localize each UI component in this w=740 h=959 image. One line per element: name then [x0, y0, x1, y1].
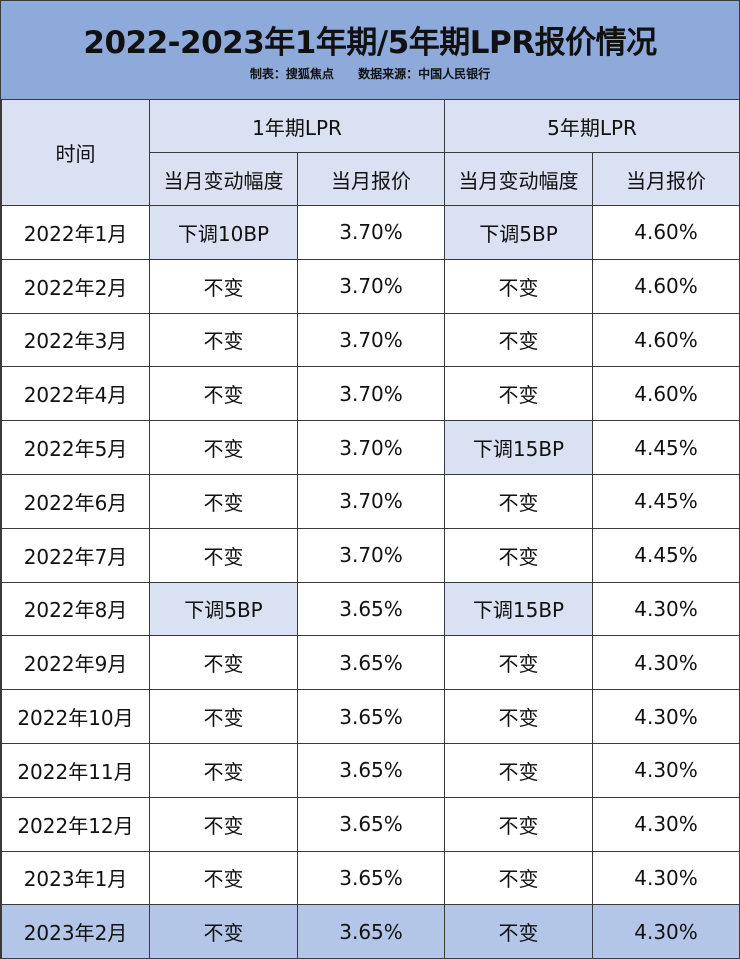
- five-year-change-cell: 下调15BP: [444, 420, 594, 475]
- one-year-price-header: 当月报价: [296, 152, 446, 206]
- five-year-change-cell: 不变: [444, 527, 594, 583]
- month-cell: 2022年6月: [1, 473, 150, 529]
- month-cell: 2022年2月: [1, 258, 150, 314]
- five-year-change-cell: 不变: [444, 258, 594, 314]
- five-year-price-cell: 4.30%: [592, 904, 740, 959]
- month-cell: 2023年2月: [1, 904, 150, 959]
- credits-line: 制表：搜狐焦点 数据来源：中国人民银行: [1, 65, 739, 82]
- month-cell: 2023年1月: [1, 850, 150, 906]
- five-year-change-header: 当月变动幅度: [444, 152, 594, 206]
- month-cell: 2022年5月: [1, 420, 150, 475]
- five-year-price-cell: 4.30%: [592, 742, 740, 798]
- table-row: 2022年9月 不变 3.65% 不变 4.30%: [1, 635, 740, 691]
- five-year-price-cell: 4.60%: [592, 312, 740, 368]
- one-year-change-cell: 不变: [149, 527, 298, 583]
- month-cell: 2022年3月: [1, 312, 150, 368]
- five-year-price-cell: 4.45%: [592, 527, 740, 583]
- month-cell: 2022年4月: [1, 366, 150, 422]
- one-year-change-cell: 下调10BP: [149, 205, 298, 260]
- one-year-price-cell: 3.70%: [296, 420, 446, 475]
- month-cell: 2022年11月: [1, 742, 150, 798]
- one-year-price-cell: 3.70%: [296, 527, 446, 583]
- five-year-price-cell: 4.60%: [592, 366, 740, 422]
- five-year-change-cell: 不变: [444, 796, 594, 852]
- five-year-price-header: 当月报价: [592, 152, 740, 206]
- five-year-price-cell: 4.30%: [592, 689, 740, 744]
- table-row: 2022年8月 下调5BP 3.65% 下调15BP 4.30%: [1, 581, 740, 637]
- one-year-change-cell: 不变: [149, 689, 298, 744]
- one-year-price-cell: 3.65%: [296, 796, 446, 852]
- one-year-price-cell: 3.70%: [296, 205, 446, 260]
- five-year-change-cell: 不变: [444, 850, 594, 906]
- table-row: 2023年1月 不变 3.65% 不变 4.30%: [1, 850, 740, 906]
- table-row: 2022年10月 不变 3.65% 不变 4.30%: [1, 689, 740, 744]
- month-cell: 2022年1月: [1, 205, 150, 260]
- one-year-change-cell: 不变: [149, 904, 298, 959]
- five-year-change-cell: 不变: [444, 742, 594, 798]
- one-year-price-cell: 3.70%: [296, 473, 446, 529]
- table-row: 2022年7月 不变 3.70% 不变 4.45%: [1, 527, 740, 583]
- one-year-price-cell: 3.70%: [296, 258, 446, 314]
- source-credit: 数据来源：中国人民银行: [358, 67, 491, 81]
- five-year-change-cell: 下调15BP: [444, 581, 594, 637]
- table-row: 2022年5月 不变 3.70% 下调15BP 4.45%: [1, 420, 740, 475]
- maker-credit: 制表：搜狐焦点: [249, 67, 334, 81]
- five-year-change-cell: 不变: [444, 312, 594, 368]
- five-year-change-cell: 不变: [444, 366, 594, 422]
- five-year-price-cell: 4.45%: [592, 473, 740, 529]
- one-year-change-cell: 不变: [149, 258, 298, 314]
- five-year-change-cell: 下调5BP: [444, 205, 594, 260]
- table-row: 2022年12月 不变 3.65% 不变 4.30%: [1, 796, 740, 852]
- table-row: 2023年2月 不变 3.65% 不变 4.30%: [1, 904, 740, 959]
- five-year-price-cell: 4.60%: [592, 205, 740, 260]
- one-year-price-cell: 3.70%: [296, 366, 446, 422]
- time-header: 时间: [1, 99, 150, 206]
- one-year-change-cell: 不变: [149, 796, 298, 852]
- one-year-change-cell: 不变: [149, 420, 298, 475]
- table-row: 2022年2月 不变 3.70% 不变 4.60%: [1, 258, 740, 314]
- one-year-price-cell: 3.65%: [296, 904, 446, 959]
- one-year-price-cell: 3.65%: [296, 689, 446, 744]
- one-year-change-cell: 不变: [149, 850, 298, 906]
- lpr-table: 时间 1年期LPR 5年期LPR 当月变动幅度 当月报价 当月变动幅度 当月报价…: [1, 99, 740, 959]
- one-year-price-cell: 3.65%: [296, 742, 446, 798]
- five-year-price-cell: 4.45%: [592, 420, 740, 475]
- table-row: 2022年3月 不变 3.70% 不变 4.60%: [1, 312, 740, 368]
- five-year-price-cell: 4.30%: [592, 850, 740, 906]
- five-year-price-cell: 4.30%: [592, 796, 740, 852]
- table-body: 2022年1月 下调10BP 3.70% 下调5BP 4.60% 2022年2月 不变 3.7…: [1, 205, 740, 959]
- month-cell: 2022年12月: [1, 796, 150, 852]
- table-row: 2022年6月 不变 3.70% 不变 4.45%: [1, 473, 740, 529]
- one-year-lpr-header: 1年期LPR: [148, 99, 446, 153]
- five-year-change-cell: 不变: [444, 473, 594, 529]
- month-cell: 2022年10月: [1, 689, 150, 744]
- one-year-change-cell: 不变: [149, 635, 298, 691]
- one-year-change-cell: 不变: [149, 312, 298, 368]
- five-year-change-cell: 不变: [444, 904, 594, 959]
- one-year-change-header: 当月变动幅度: [149, 152, 298, 206]
- five-year-price-cell: 4.60%: [592, 258, 740, 314]
- page-title: 2022-2023年1年期/5年期LPR报价情况: [83, 25, 657, 61]
- five-year-change-cell: 不变: [444, 689, 594, 744]
- one-year-change-cell: 下调5BP: [149, 581, 298, 637]
- one-year-change-cell: 不变: [149, 473, 298, 529]
- one-year-price-cell: 3.70%: [296, 312, 446, 368]
- title-banner: 2022-2023年1年期/5年期LPR报价情况 制表：搜狐焦点 数据来源：中国…: [1, 1, 739, 100]
- table-row: 2022年11月 不变 3.65% 不变 4.30%: [1, 742, 740, 798]
- one-year-price-cell: 3.65%: [296, 635, 446, 691]
- five-year-price-cell: 4.30%: [592, 581, 740, 637]
- table-row: 2022年4月 不变 3.70% 不变 4.60%: [1, 366, 740, 422]
- month-cell: 2022年7月: [1, 527, 150, 583]
- one-year-price-cell: 3.65%: [296, 850, 446, 906]
- month-cell: 2022年8月: [1, 581, 150, 637]
- five-year-lpr-header: 5年期LPR: [444, 99, 740, 153]
- table-row: 2022年1月 下调10BP 3.70% 下调5BP 4.60%: [1, 205, 740, 260]
- one-year-change-cell: 不变: [149, 742, 298, 798]
- five-year-change-cell: 不变: [444, 635, 594, 691]
- one-year-change-cell: 不变: [149, 366, 298, 422]
- five-year-price-cell: 4.30%: [592, 635, 740, 691]
- month-cell: 2022年9月: [1, 635, 150, 691]
- one-year-price-cell: 3.65%: [296, 581, 446, 637]
